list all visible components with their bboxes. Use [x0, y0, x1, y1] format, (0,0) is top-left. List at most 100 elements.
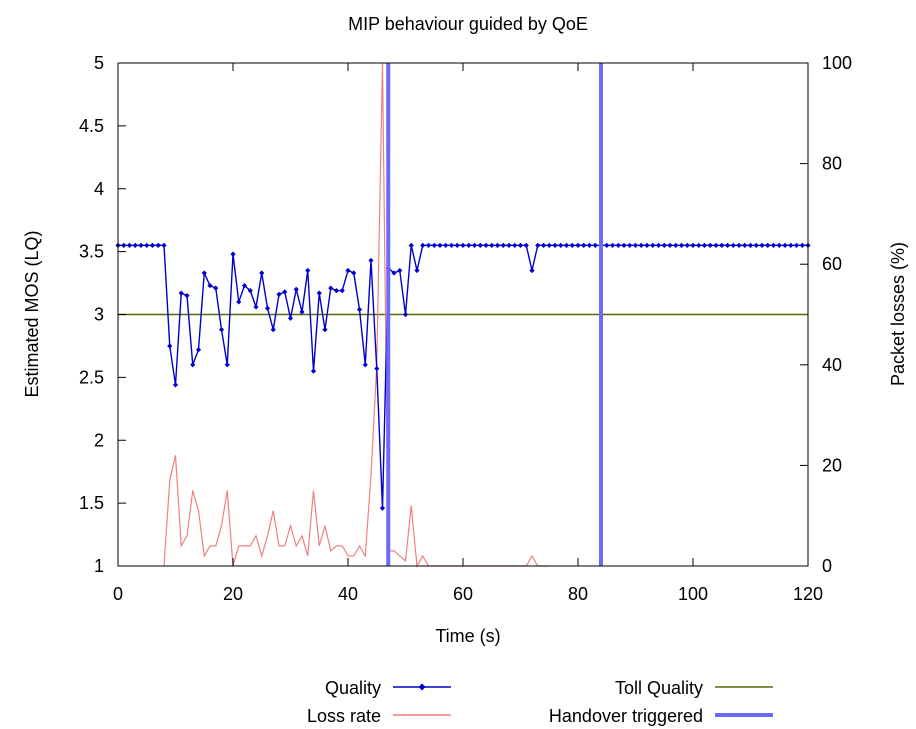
quality-point: [655, 242, 662, 248]
quality-point: [506, 242, 512, 248]
quality-point: [483, 242, 489, 248]
quality-point: [132, 242, 138, 248]
quality-point: [247, 288, 253, 294]
quality-point: [563, 242, 570, 248]
y2-tick-label: 100: [822, 53, 852, 73]
quality-point: [770, 242, 777, 248]
quality-point: [236, 299, 242, 305]
quality-point: [195, 347, 202, 353]
quality-point: [402, 311, 409, 318]
legend-item-handover-triggered: Handover triggered: [549, 706, 773, 726]
legend: Quality Loss rate Toll Quality Handover …: [307, 678, 773, 726]
quality-point: [224, 362, 230, 368]
quality-point: [437, 242, 443, 248]
quality-point: [776, 242, 782, 248]
quality-point: [615, 242, 621, 248]
quality-point: [552, 242, 558, 248]
x-tick-label: 100: [678, 584, 708, 604]
quality-point: [230, 251, 236, 257]
quality-point: [793, 242, 800, 248]
chart-title: MIP behaviour guided by QoE: [348, 14, 588, 34]
quality-point: [167, 343, 173, 349]
quality-point: [765, 242, 771, 248]
quality-point: [305, 267, 311, 274]
quality-point: [609, 242, 616, 248]
y-tick-label: 4: [94, 179, 104, 199]
quality-point: [431, 242, 437, 248]
quality-point: [213, 285, 219, 291]
y2-tick-label: 20: [822, 455, 842, 475]
quality-point: [454, 242, 460, 248]
quality-point: [759, 242, 765, 248]
quality-point: [684, 242, 690, 248]
legend-item-loss-rate: Loss rate: [307, 706, 451, 726]
quality-point: [690, 242, 696, 248]
quality-point: [149, 242, 156, 248]
y-tick-label: 3: [94, 305, 104, 325]
quality-point: [569, 242, 575, 248]
quality-point: [287, 315, 294, 321]
quality-point: [638, 242, 644, 248]
quality-point: [592, 242, 598, 248]
quality-point: [724, 242, 731, 248]
quality-point: [201, 270, 207, 276]
y-tick-label: 4.5: [79, 116, 104, 136]
y-tick-label: 2: [94, 430, 104, 450]
y2-tick-label: 80: [822, 154, 842, 174]
y2-tick-label: 0: [822, 556, 832, 576]
quality-point: [155, 242, 161, 248]
quality-point: [650, 242, 656, 248]
quality-point: [138, 242, 144, 248]
quality-point: [328, 285, 334, 291]
quality-point: [190, 362, 196, 368]
quality-point: [707, 242, 713, 248]
quality-point: [351, 270, 357, 276]
y2-axis-title: Packet losses (%): [888, 242, 908, 386]
legend-item-quality: Quality: [325, 678, 451, 698]
y-tick-label: 3.5: [79, 242, 104, 262]
quality-point: [661, 242, 667, 248]
quality-point: [207, 282, 213, 289]
y-tick-label: 2.5: [79, 367, 104, 387]
quality-point: [345, 267, 351, 274]
quality-point: [144, 242, 150, 248]
quality-point: [126, 242, 133, 248]
x-tick-label: 40: [338, 584, 358, 604]
quality-point: [362, 362, 368, 368]
quality-point: [782, 242, 788, 248]
legend-label-handover-triggered: Handover triggered: [549, 706, 703, 726]
quality-point: [667, 242, 673, 248]
quality-point: [218, 326, 225, 333]
legend-label-quality: Quality: [325, 678, 381, 698]
y-tick-label: 5: [94, 53, 104, 73]
quality-point: [276, 291, 282, 297]
quality-point: [632, 242, 639, 248]
quality-point: [316, 290, 322, 296]
quality-point: [529, 267, 535, 274]
quality-point: [489, 242, 495, 248]
quality-point: [500, 242, 506, 248]
quality-point: [788, 242, 794, 248]
y-tick-label: 1.5: [79, 493, 104, 513]
quality-point: [477, 242, 483, 248]
quality-point: [540, 242, 547, 248]
legend-item-toll-quality: Toll Quality: [615, 678, 773, 698]
quality-point: [448, 242, 455, 248]
axes: 0 20 40 60 80 100 120 1 1.5 2 2.5 3 3.5 4 4.5 5 0 20 40 60 8…: [79, 53, 852, 604]
quality-point: [460, 242, 466, 248]
quality-point: [282, 289, 288, 295]
quality-point: [535, 242, 541, 248]
quality-point: [747, 242, 754, 248]
quality-point: [259, 270, 265, 276]
y-axis-title: Estimated MOS (LQ): [22, 230, 42, 397]
quality-point: [322, 326, 328, 333]
quality-point: [408, 242, 414, 248]
quality-point: [627, 242, 633, 248]
quality-point: [512, 242, 518, 248]
quality-point: [443, 242, 449, 248]
quality-point: [356, 306, 363, 313]
quality-point: [546, 242, 552, 248]
y2-tick-label: 60: [822, 254, 842, 274]
quality-point: [736, 242, 742, 248]
